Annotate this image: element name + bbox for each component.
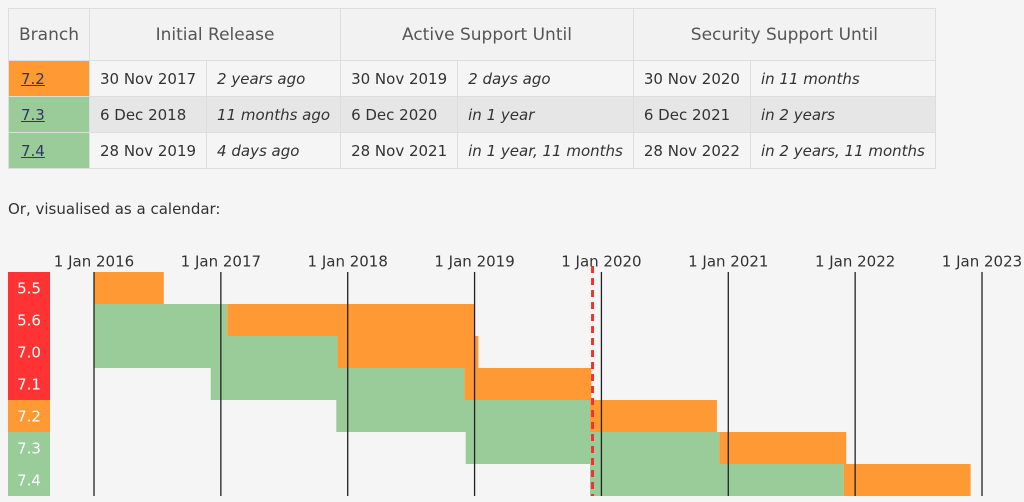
relative-time: in 11 months [749, 60, 936, 97]
relative-time: 11 months ago [206, 96, 342, 133]
branch-label-bg [8, 464, 50, 496]
branch-label: 7.2 [17, 408, 41, 426]
calendar: 5.5 5.6 7.0 7.1 7.2 7.3 7.4 1 Jan 2016 1 Jan 201… [8, 253, 1022, 496]
branch-label: 5.6 [17, 312, 41, 330]
column-header: Security Support Until [632, 8, 936, 61]
table-row: 7.2 30 Nov 2017 2 years ago 30 Nov 2019 2 da… [8, 60, 936, 97]
relative-time: in 1 year, 11 months [457, 132, 634, 169]
year-label: 1 Jan 2016 [54, 253, 134, 271]
security-support-bar [590, 400, 717, 432]
year-label: 1 Jan 2019 [434, 253, 514, 271]
year-label: 1 Jan 2018 [308, 253, 388, 271]
active-support-bar [336, 400, 591, 432]
year-label: 1 Jan 2017 [181, 253, 261, 271]
branch-cell: 7.4 [8, 132, 90, 169]
intro-text: Or, visualised as a calendar: [8, 200, 221, 218]
column-header: Branch [8, 8, 90, 61]
security-support-bar [464, 368, 592, 400]
date-cell: 6 Dec 2021 [632, 96, 751, 133]
relative-time: in 2 years [749, 96, 936, 133]
branch-label: 5.5 [17, 280, 41, 298]
branch-label: 7.3 [17, 440, 41, 458]
header-row: Branch Initial Release Active Support Unti… [8, 8, 936, 61]
branch-link[interactable]: 7.3 [21, 105, 45, 124]
relative-time: 2 days ago [457, 60, 634, 97]
date-cell: 30 Nov 2017 [88, 60, 208, 97]
branch-link[interactable]: 7.4 [21, 141, 45, 160]
date-cell: 30 Nov 2019 [340, 60, 459, 97]
security-support-bar [843, 464, 971, 496]
year-label: 1 Jan 2023 [942, 253, 1022, 271]
branch-label-bg [8, 272, 50, 304]
security-support-bar [337, 336, 479, 368]
branch-cell: 7.3 [8, 96, 90, 133]
branch-label: 7.0 [17, 344, 41, 362]
support-table: Branch Initial Release Active Support Unti… [8, 8, 936, 169]
date-cell: 28 Nov 2019 [88, 132, 208, 169]
active-support-bar [590, 464, 844, 496]
table-row: 7.4 28 Nov 2019 4 days ago 28 Nov 2021 in 1 … [8, 132, 936, 169]
branch-link[interactable]: 7.2 [21, 69, 45, 88]
branch-label: 7.4 [17, 472, 41, 490]
year-label: 1 Jan 2021 [688, 253, 768, 271]
active-support-bar [210, 368, 465, 400]
security-support-bar [719, 432, 847, 464]
branch-cell: 7.2 [8, 60, 90, 97]
security-support-bar [94, 272, 164, 304]
branch-label-bg [8, 304, 50, 336]
date-cell: 30 Nov 2020 [632, 60, 751, 97]
active-support-bar [94, 336, 338, 368]
year-label: 1 Jan 2022 [815, 253, 895, 271]
relative-time: in 1 year [457, 96, 634, 133]
table-row: 7.3 6 Dec 2018 11 months ago 6 Dec 2020 in 1… [8, 96, 936, 133]
column-header: Active Support Until [340, 8, 634, 61]
relative-time: in 2 years, 11 months [749, 132, 936, 169]
date-cell: 28 Nov 2021 [340, 132, 459, 169]
branch-label: 7.1 [17, 376, 41, 394]
branch-label-bg [8, 368, 50, 400]
active-support-bar [94, 304, 228, 336]
security-support-bar [227, 304, 475, 336]
relative-time: 2 years ago [206, 60, 342, 97]
column-header: Initial Release [88, 8, 342, 61]
date-cell: 6 Dec 2020 [340, 96, 459, 133]
branch-label-bg [8, 336, 50, 368]
branch-label-bg [8, 432, 50, 464]
date-cell: 28 Nov 2022 [632, 132, 751, 169]
year-label: 1 Jan 2020 [561, 253, 641, 271]
branch-label-bg [8, 400, 50, 432]
relative-time: 4 days ago [206, 132, 342, 169]
date-cell: 6 Dec 2018 [88, 96, 208, 133]
